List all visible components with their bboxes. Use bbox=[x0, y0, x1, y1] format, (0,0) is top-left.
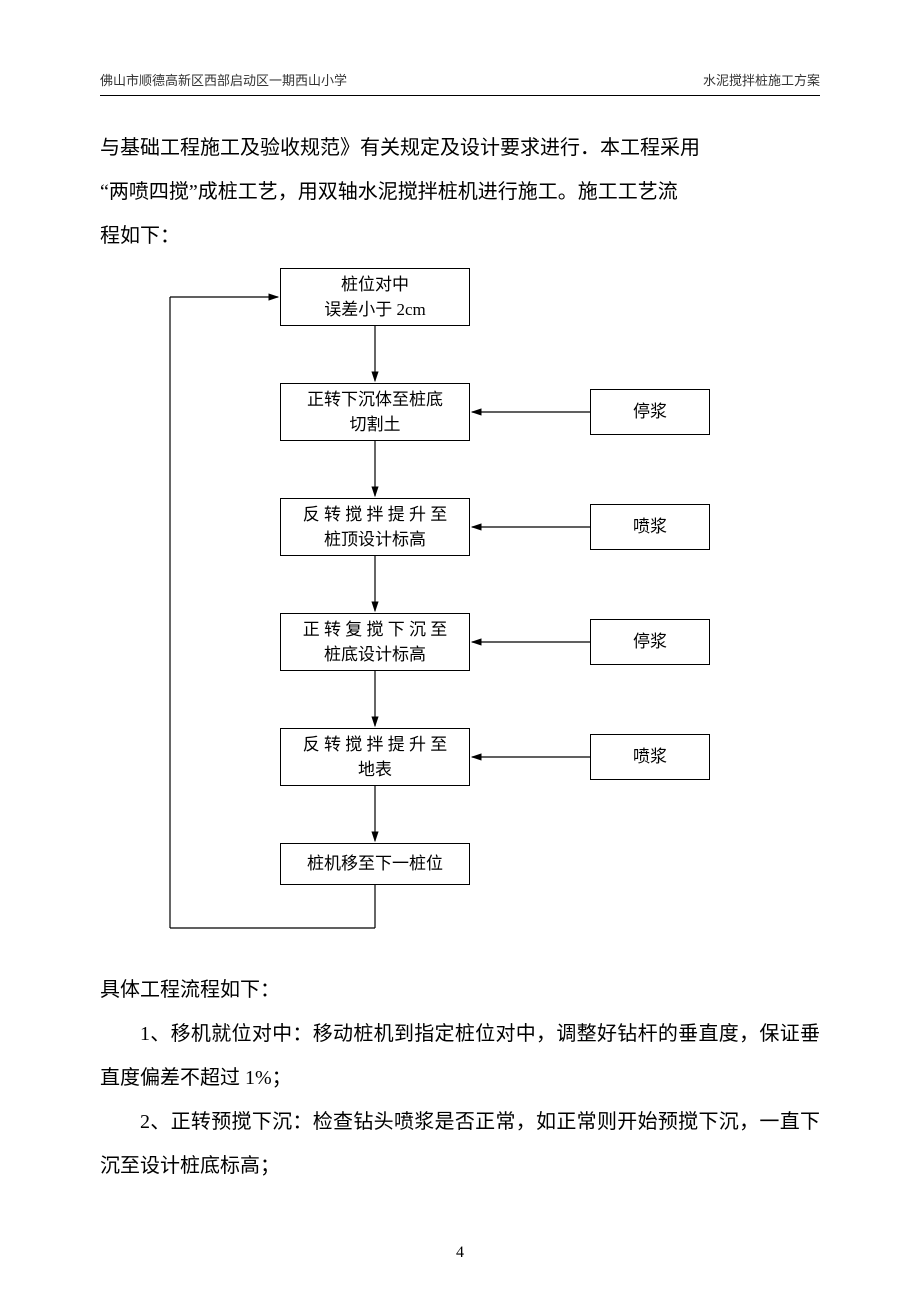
paragraph-4: 2、正转预搅下沉：检查钻头喷浆是否正常，如正常则开始预搅下沉，一直下沉至设计桩底… bbox=[100, 1100, 820, 1188]
flow-node-4-l1: 正 转 复 搅 下 沉 至 bbox=[303, 617, 448, 643]
flowchart: 桩位对中 误差小于 2cm 正转下沉体至桩底 切割土 反 转 搅 拌 提 升 至… bbox=[100, 268, 820, 958]
flow-node-2-l1: 正转下沉体至桩底 bbox=[307, 387, 443, 413]
page-header: 佛山市顺德高新区西部启动区一期西山小学 水泥搅拌桩施工方案 bbox=[100, 70, 820, 89]
flow-node-2: 正转下沉体至桩底 切割土 bbox=[280, 383, 470, 441]
flow-side-3-text: 喷浆 bbox=[633, 514, 667, 540]
flow-side-2: 停浆 bbox=[590, 389, 710, 435]
paragraph-3: 1、移机就位对中：移动桩机到指定桩位对中，调整好钻杆的垂直度，保证垂直度偏差不超… bbox=[100, 1012, 820, 1100]
flow-node-6-text: 桩机移至下一桩位 bbox=[307, 851, 443, 877]
flow-side-2-text: 停浆 bbox=[633, 399, 667, 425]
paragraph-1-line-a: 与基础工程施工及验收规范》有关规定及设计要求进行．本工程采用 bbox=[100, 126, 820, 170]
flow-node-1: 桩位对中 误差小于 2cm bbox=[280, 268, 470, 326]
flow-node-5-l2: 地表 bbox=[358, 757, 392, 783]
page-number: 4 bbox=[0, 1244, 920, 1262]
flow-node-2-l2: 切割土 bbox=[350, 412, 401, 438]
paragraph-2: 具体工程流程如下： bbox=[100, 968, 820, 1012]
flow-node-3: 反 转 搅 拌 提 升 至 桩顶设计标高 bbox=[280, 498, 470, 556]
paragraph-1-line-c: 程如下： bbox=[100, 214, 820, 258]
flow-side-4-text: 停浆 bbox=[633, 629, 667, 655]
paragraph-1-line-b: “两喷四搅”成桩工艺，用双轴水泥搅拌桩机进行施工。施工工艺流 bbox=[100, 170, 820, 214]
flow-node-3-l2: 桩顶设计标高 bbox=[324, 527, 426, 553]
flow-side-4: 停浆 bbox=[590, 619, 710, 665]
header-left: 佛山市顺德高新区西部启动区一期西山小学 bbox=[100, 70, 347, 89]
header-rule bbox=[100, 95, 820, 96]
flow-node-1-l1: 桩位对中 bbox=[341, 272, 409, 298]
header-right: 水泥搅拌桩施工方案 bbox=[703, 70, 820, 89]
flow-node-3-l1: 反 转 搅 拌 提 升 至 bbox=[303, 502, 448, 528]
flow-node-1-l2: 误差小于 2cm bbox=[324, 297, 426, 323]
flow-node-5: 反 转 搅 拌 提 升 至 地表 bbox=[280, 728, 470, 786]
flow-side-3: 喷浆 bbox=[590, 504, 710, 550]
flow-node-5-l1: 反 转 搅 拌 提 升 至 bbox=[303, 732, 448, 758]
flow-side-5-text: 喷浆 bbox=[633, 744, 667, 770]
flow-side-5: 喷浆 bbox=[590, 734, 710, 780]
flow-node-4-l2: 桩底设计标高 bbox=[324, 642, 426, 668]
flow-node-6: 桩机移至下一桩位 bbox=[280, 843, 470, 885]
flow-node-4: 正 转 复 搅 下 沉 至 桩底设计标高 bbox=[280, 613, 470, 671]
